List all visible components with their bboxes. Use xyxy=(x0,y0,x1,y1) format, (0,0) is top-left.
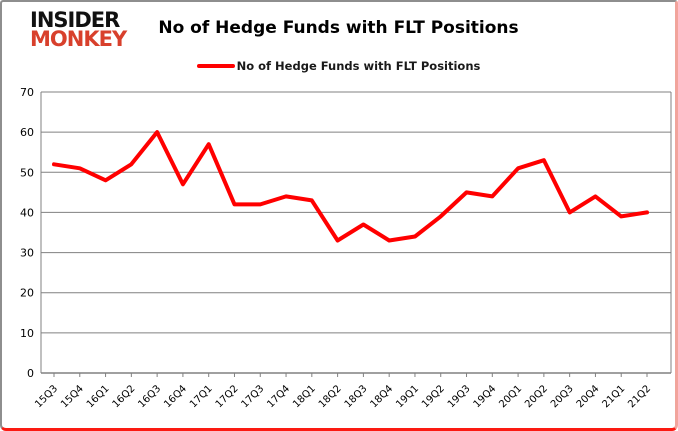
x-axis-label-16Q4: 16Q4 xyxy=(162,383,189,410)
x-axis-label-17Q2: 17Q2 xyxy=(214,383,241,410)
x-axis-label-17Q1: 17Q1 xyxy=(188,383,215,410)
x-axis-label-20Q3: 20Q3 xyxy=(549,383,576,410)
x-axis-label-18Q1: 18Q1 xyxy=(291,383,318,410)
x-axis-label-20Q4: 20Q4 xyxy=(575,383,602,410)
chart-title: No of Hedge Funds with FLT Positions xyxy=(158,18,519,38)
legend-line-sample xyxy=(196,64,235,68)
x-axis-label-16Q3: 16Q3 xyxy=(136,383,163,410)
x-axis-label-17Q4: 17Q4 xyxy=(265,383,292,410)
y-axis-label-70: 70 xyxy=(20,86,34,99)
x-axis-label-19Q1: 19Q1 xyxy=(394,383,421,410)
x-axis-label-19Q4: 19Q4 xyxy=(472,383,499,410)
x-axis-label-21Q1: 21Q1 xyxy=(600,383,627,410)
x-axis-label-20Q1: 20Q1 xyxy=(497,383,524,410)
y-axis-label-50: 50 xyxy=(20,166,34,179)
x-axis-label-19Q2: 19Q2 xyxy=(420,383,447,410)
x-axis-label-16Q2: 16Q2 xyxy=(111,383,138,410)
y-axis-label-20: 20 xyxy=(20,287,34,300)
insider-monkey-logo: INSIDER MONKEY xyxy=(30,8,127,52)
logo-text-monkey: MONKEY xyxy=(30,27,127,52)
y-axis-label-10: 10 xyxy=(20,327,34,340)
x-axis-label-15Q3: 15Q3 xyxy=(33,383,60,410)
x-axis-label-18Q3: 18Q3 xyxy=(343,383,370,410)
y-axis-label-40: 40 xyxy=(20,206,34,219)
x-axis-label-18Q2: 18Q2 xyxy=(317,383,344,410)
x-axis-label-15Q4: 15Q4 xyxy=(59,383,86,410)
x-axis-label-21Q2: 21Q2 xyxy=(626,383,653,410)
logo-text-insider: INSIDER xyxy=(30,8,120,32)
y-axis-label-30: 30 xyxy=(20,247,34,260)
chart-legend: No of Hedge Funds with FLT Positions xyxy=(2,59,675,73)
x-axis-label-16Q1: 16Q1 xyxy=(85,383,112,410)
legend-label: No of Hedge Funds with FLT Positions xyxy=(236,59,481,73)
x-axis-label-18Q4: 18Q4 xyxy=(368,383,395,410)
y-axis-label-0: 0 xyxy=(27,367,34,380)
x-axis-label-20Q2: 20Q2 xyxy=(523,383,550,410)
y-axis-label-60: 60 xyxy=(20,126,34,139)
x-axis-label-17Q3: 17Q3 xyxy=(240,383,267,410)
x-axis-label-19Q3: 19Q3 xyxy=(446,383,473,410)
series-line xyxy=(52,130,649,243)
